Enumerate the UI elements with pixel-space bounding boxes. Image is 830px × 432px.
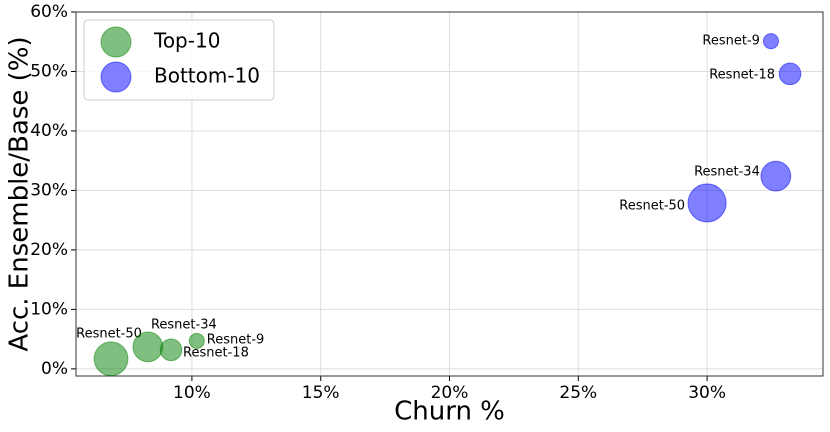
bubble	[132, 331, 164, 363]
y-tick-label: 60%	[30, 2, 68, 22]
plot-frame	[75, 11, 824, 377]
y-tick-label: 50%	[30, 61, 68, 81]
bubble	[159, 338, 183, 362]
legend-label: Bottom-10	[154, 64, 260, 88]
point-label: Resnet-9	[702, 34, 760, 49]
bubble	[188, 332, 205, 349]
point-label: Resnet-18	[183, 345, 249, 360]
legend: Top-10 Bottom-10	[83, 19, 275, 101]
point-label: Resnet-50	[619, 198, 685, 213]
bubble	[778, 62, 802, 86]
point-label: Resnet-34	[151, 317, 217, 332]
bubble	[93, 341, 129, 377]
x-tick-label: 30%	[688, 383, 726, 403]
x-tick-label: 10%	[173, 383, 211, 403]
point-label: Resnet-34	[694, 165, 760, 180]
bubble	[760, 160, 792, 192]
x-tick-label: 20%	[431, 383, 469, 403]
x-tick-label: 25%	[559, 383, 597, 403]
y-tick-label: 10%	[30, 299, 68, 319]
y-tick-label: 40%	[30, 121, 68, 141]
x-tick-label: 15%	[302, 383, 340, 403]
y-tick-label: 0%	[41, 359, 68, 379]
point-label: Resnet-9	[207, 332, 265, 347]
y-axis-label: Acc. Ensemble/Base (%)	[5, 36, 35, 351]
point-label: Resnet-18	[709, 67, 775, 82]
y-tick-label: 20%	[30, 240, 68, 260]
legend-marker	[100, 26, 132, 58]
legend-frame	[83, 19, 275, 101]
point-label: Resnet-50	[76, 326, 142, 341]
x-axis-label: Churn %	[394, 397, 505, 427]
legend-marker	[100, 61, 132, 93]
y-tick-label: 30%	[30, 180, 68, 200]
bubble	[762, 33, 780, 50]
legend-label: Top-10	[153, 29, 220, 53]
bubble	[687, 183, 727, 223]
